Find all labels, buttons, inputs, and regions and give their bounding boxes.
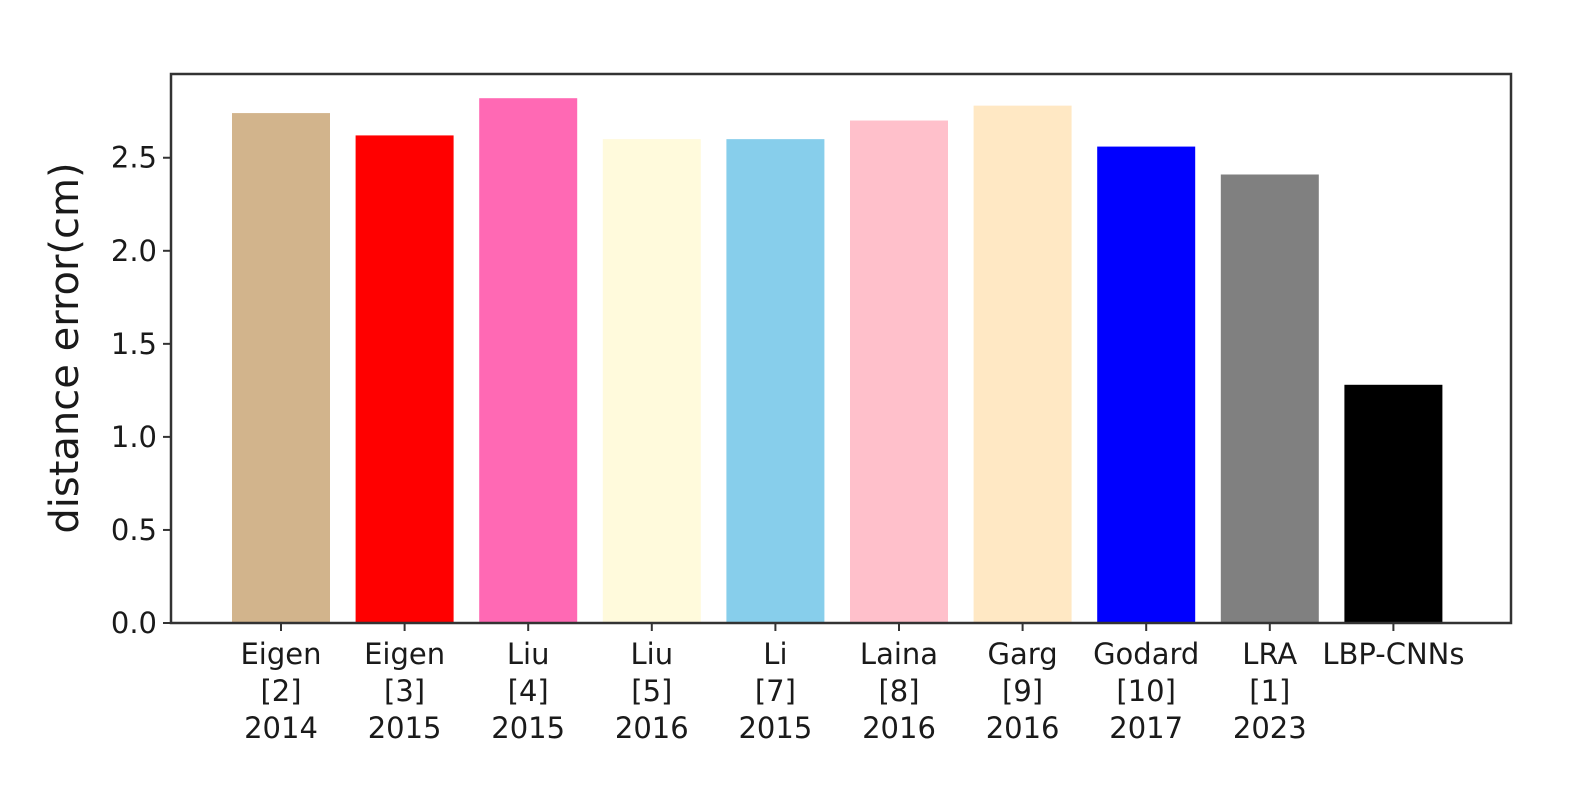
y-tick-label-2: 1.0 (111, 420, 157, 454)
x-tick-label-2: Liu [4] 2015 (491, 637, 565, 745)
x-tick-label-8: LRA [1] 2023 (1233, 637, 1307, 745)
x-tick-label-7: Godard [10] 2017 (1093, 637, 1199, 745)
x-tick-label-3: Liu [5] 2016 (615, 637, 689, 745)
x-axis-ticks: Eigen [2] 2014 Eigen [3] 2015 Liu [4] 2015 Liu [5]… (240, 623, 1464, 745)
x-tick-label-5: Laina [8] 2016 (860, 637, 938, 745)
bar-8 (1221, 174, 1319, 623)
bar-2 (479, 98, 577, 623)
bar-7 (1097, 147, 1195, 623)
bar-3 (603, 139, 701, 623)
x-tick-label-1: Eigen [3] 2015 (364, 637, 445, 745)
y-tick-label-1: 0.5 (111, 513, 157, 547)
x-tick-label-0: Eigen [2] 2014 (240, 637, 321, 745)
y-tick-label-5: 2.5 (111, 141, 157, 175)
x-tick-label-9: LBP-CNNs (1322, 637, 1464, 671)
y-axis-label: distance error(cm) (42, 162, 88, 533)
x-tick-label-6: Garg [9] 2016 (986, 637, 1060, 745)
bar-1 (356, 135, 454, 623)
bar-5 (850, 121, 948, 623)
x-tick-label-4: Li [7] 2015 (738, 637, 812, 745)
bar-4 (726, 139, 824, 623)
y-tick-label-4: 2.0 (111, 234, 157, 268)
y-axis-ticks: 0.0 0.5 1.0 1.5 2.0 2.5 (111, 141, 171, 640)
bars-group (232, 98, 1442, 623)
y-tick-label-0: 0.0 (111, 606, 157, 640)
bar-9 (1344, 385, 1442, 623)
bar-6 (974, 106, 1072, 623)
y-tick-label-3: 1.5 (111, 327, 157, 361)
bar-0 (232, 113, 330, 623)
